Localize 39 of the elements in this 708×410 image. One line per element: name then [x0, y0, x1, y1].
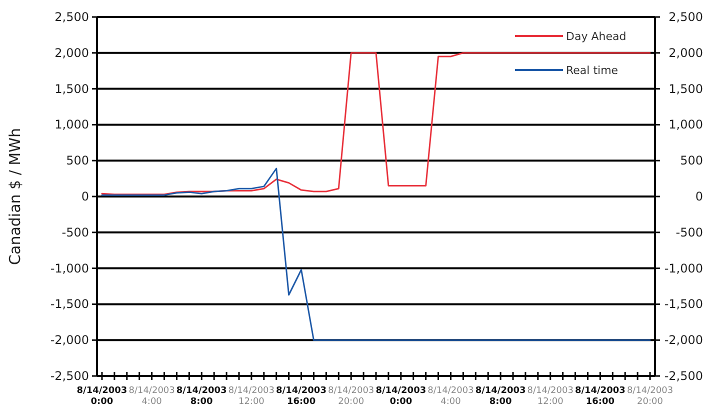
x-tick-label: 8/14/2003 4:00 [428, 386, 474, 407]
x-tick-label: 8/14/2003 16:00 [276, 386, 326, 407]
y-axis-title: Canadian $ / MWh [6, 128, 24, 265]
y2-tick-label: -500 [676, 225, 703, 240]
y-tick-label: -2,000 [50, 333, 89, 348]
x-tick-label: 8/14/2003 0:00 [76, 386, 128, 407]
x-tick-label: 8/14/2003 8:00 [176, 386, 227, 407]
y2-tick-label: -1,000 [664, 261, 703, 276]
y2-tick-label: -2,000 [664, 333, 703, 348]
x-tick-label: 8/14/2003 12:00 [527, 386, 574, 407]
y2-tick-label: 1,500 [668, 82, 703, 96]
y-tick-label: 1,000 [54, 118, 89, 132]
legend-label: Real time [566, 64, 618, 77]
x-tick-label: 8/14/2003 20:00 [328, 386, 374, 407]
x-tick-label: 8/14/2003 8:00 [475, 386, 526, 407]
x-tick-label: 8/14/2003 0:00 [376, 386, 426, 407]
y-tick-label: 500 [66, 154, 89, 168]
y-tick-label: -1,000 [50, 261, 89, 276]
y2-tick-label: 0 [695, 190, 703, 204]
y2-tick-label: 2,500 [668, 10, 703, 24]
y2-tick-label: 1,000 [668, 118, 703, 132]
y2-tick-label: -2,500 [664, 369, 703, 383]
y-tick-label: 1,500 [54, 82, 89, 96]
x-tick-label: 8/14/2003 12:00 [228, 386, 275, 407]
line-series [101, 52, 651, 196]
y-tick-label: 2,500 [54, 10, 89, 24]
x-tick-label: 8/14/2003 4:00 [128, 386, 175, 407]
legend-label: Day Ahead [566, 30, 626, 43]
y-tick-label: 0 [81, 190, 89, 204]
x-tick-label: 8/14/2003 16:00 [574, 386, 626, 407]
y2-tick-label: 500 [680, 154, 703, 168]
y-tick-label: -500 [62, 225, 89, 240]
line-series [101, 168, 651, 341]
y-tick-label: -2,500 [50, 369, 89, 383]
y2-tick-label: -1,500 [664, 297, 703, 312]
y2-tick-label: 2,000 [668, 46, 703, 60]
x-tick-label: 8/14/2003 20:00 [626, 386, 674, 407]
y-tick-label: -1,500 [50, 297, 89, 312]
y-tick-label: 2,000 [54, 46, 89, 60]
